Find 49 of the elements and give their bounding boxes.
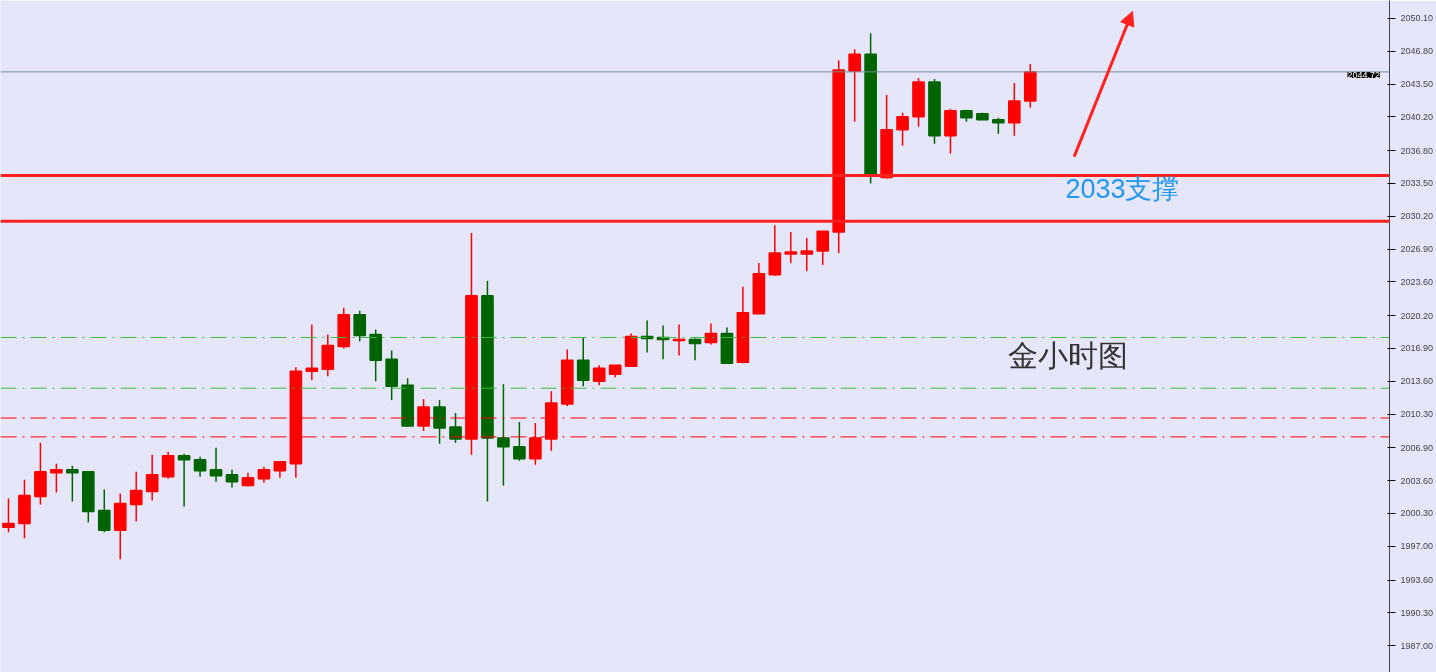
y-tick-label: 1990.30 <box>1400 607 1434 618</box>
y-tick-label: 2020.20 <box>1400 310 1434 321</box>
y-tick-label: 2023.60 <box>1400 276 1434 287</box>
candlestick <box>576 336 590 387</box>
candlestick <box>433 399 446 445</box>
y-tick-label: 2043.50 <box>1400 79 1434 89</box>
candlestick <box>768 224 782 277</box>
candlestick <box>353 309 367 343</box>
annotation: 2033支撑 <box>1065 174 1180 205</box>
y-tick-label: 2010.30 <box>1400 409 1434 420</box>
y-tick-label: 2036.80 <box>1400 145 1434 156</box>
y-tick-label: 2016.90 <box>1400 343 1434 354</box>
candlestick <box>66 464 79 503</box>
y-tick-label: 1987.00 <box>1400 640 1434 651</box>
candlestick <box>97 488 111 534</box>
candlestick <box>2 497 15 534</box>
candlestick <box>784 231 798 264</box>
y-tick-label: 1993.60 <box>1400 575 1434 586</box>
candlestick <box>129 470 143 523</box>
candlestick <box>177 453 191 508</box>
y-tick-label: 2033.50 <box>1400 178 1434 189</box>
candlestick <box>848 48 861 123</box>
ref-line-label: 2044.72 <box>1347 69 1381 80</box>
candlestick <box>592 364 606 386</box>
candlestick <box>321 333 335 378</box>
candlestick <box>145 454 159 502</box>
y-tick-label: 2046.80 <box>1400 46 1434 57</box>
candlestick <box>161 451 175 480</box>
y-tick-label: 2040.20 <box>1400 111 1434 122</box>
candlestick <box>816 230 830 266</box>
candlestick <box>513 421 526 462</box>
y-tick-label: 2013.60 <box>1400 376 1434 387</box>
candlestick <box>193 456 207 478</box>
candlestick <box>1007 82 1021 137</box>
candlestick <box>305 323 319 381</box>
annotation: 金小时图 <box>1007 339 1128 373</box>
y-tick-label: 2000.30 <box>1400 508 1434 519</box>
candlestick <box>800 237 814 272</box>
candlestick <box>688 337 702 362</box>
y-tick-label: 2030.20 <box>1400 211 1434 222</box>
y-tick-label: 2003.60 <box>1400 475 1434 486</box>
y-tick-label: 2006.90 <box>1400 442 1434 453</box>
candlestick <box>497 383 510 487</box>
candlestick <box>896 112 909 147</box>
y-tick-label: 2050.10 <box>1400 13 1434 24</box>
y-tick-label: 1997.00 <box>1400 541 1434 552</box>
candlestick <box>50 462 63 494</box>
candlestick <box>209 447 223 483</box>
y-tick-label: 2026.90 <box>1400 244 1434 255</box>
